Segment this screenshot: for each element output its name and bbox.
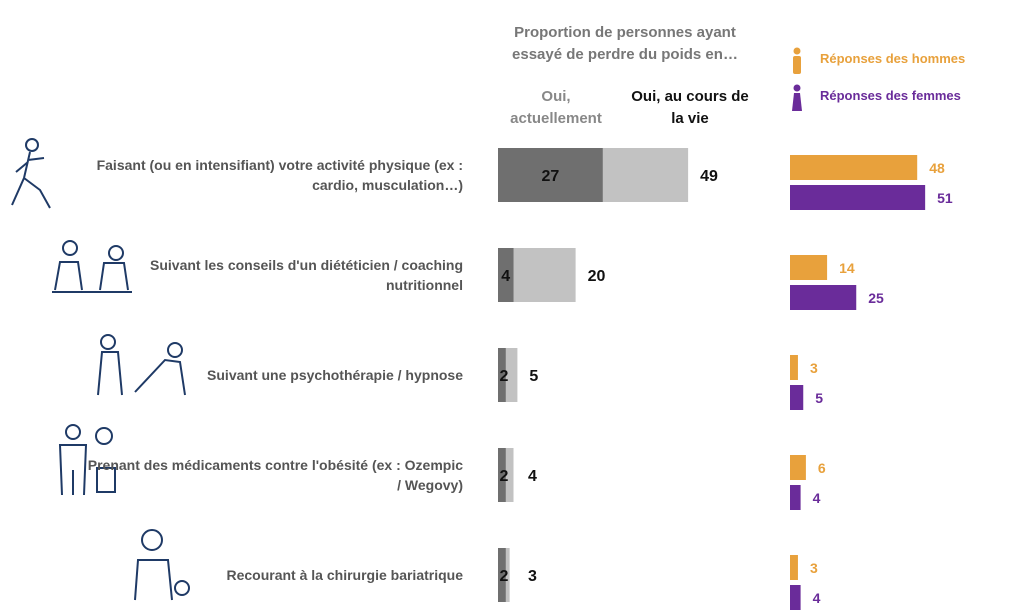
bar: [790, 355, 798, 380]
value-label: 4: [813, 590, 821, 606]
bar: [498, 348, 506, 402]
value-label: 2: [500, 368, 509, 385]
bar: [790, 555, 798, 580]
value-label: 14: [839, 260, 855, 276]
value-label: 5: [529, 368, 538, 385]
category-label: Suivant une psychothérapie / hypnose: [207, 367, 463, 383]
value-label: 4: [813, 490, 821, 506]
value-label: 5: [815, 390, 823, 406]
legend-label: Réponses des femmes: [820, 88, 961, 103]
legend-icons: [792, 47, 802, 111]
value-label: 48: [929, 160, 945, 176]
value-label: 27: [541, 168, 559, 185]
bar: [498, 248, 514, 302]
value-label: 6: [818, 460, 826, 476]
bar: [790, 185, 926, 210]
value-label: 2: [500, 568, 509, 585]
bar: [790, 455, 806, 480]
value-label: 3: [810, 560, 818, 576]
value-label: 25: [868, 290, 884, 306]
legend-label: Réponses des hommes: [820, 51, 966, 66]
category-label: Prenant des médicaments contre l'obésité…: [87, 457, 463, 493]
value-label: 3: [810, 360, 818, 376]
value-label: 4: [501, 268, 510, 285]
category-label: Recourant à la chirurgie bariatrique: [226, 567, 463, 583]
bar: [498, 148, 603, 202]
bar: [790, 155, 918, 180]
legend-label: Oui, au cours de la vie: [631, 88, 749, 127]
icons: [11, 138, 190, 601]
value-label: 4: [528, 468, 537, 485]
bar: [790, 255, 828, 280]
category-label: Suivant les conseils d'un diététicien / …: [150, 257, 463, 293]
category-label: Faisant (ou en intensifiant) votre activ…: [96, 157, 463, 193]
bar: [790, 485, 801, 510]
bar: [790, 385, 804, 410]
bar: [498, 448, 506, 502]
value-label: 49: [700, 168, 718, 185]
chart-title: Proportion de personnes ayant essayé de …: [512, 24, 738, 63]
value-label: 51: [937, 190, 953, 206]
value-label: 20: [588, 268, 606, 285]
bar: [498, 548, 506, 602]
bar: [790, 585, 801, 610]
legend-label: Oui, actuellement: [510, 88, 602, 127]
value-label: 2: [500, 468, 509, 485]
value-label: 3: [528, 568, 537, 585]
bar: [790, 285, 857, 310]
